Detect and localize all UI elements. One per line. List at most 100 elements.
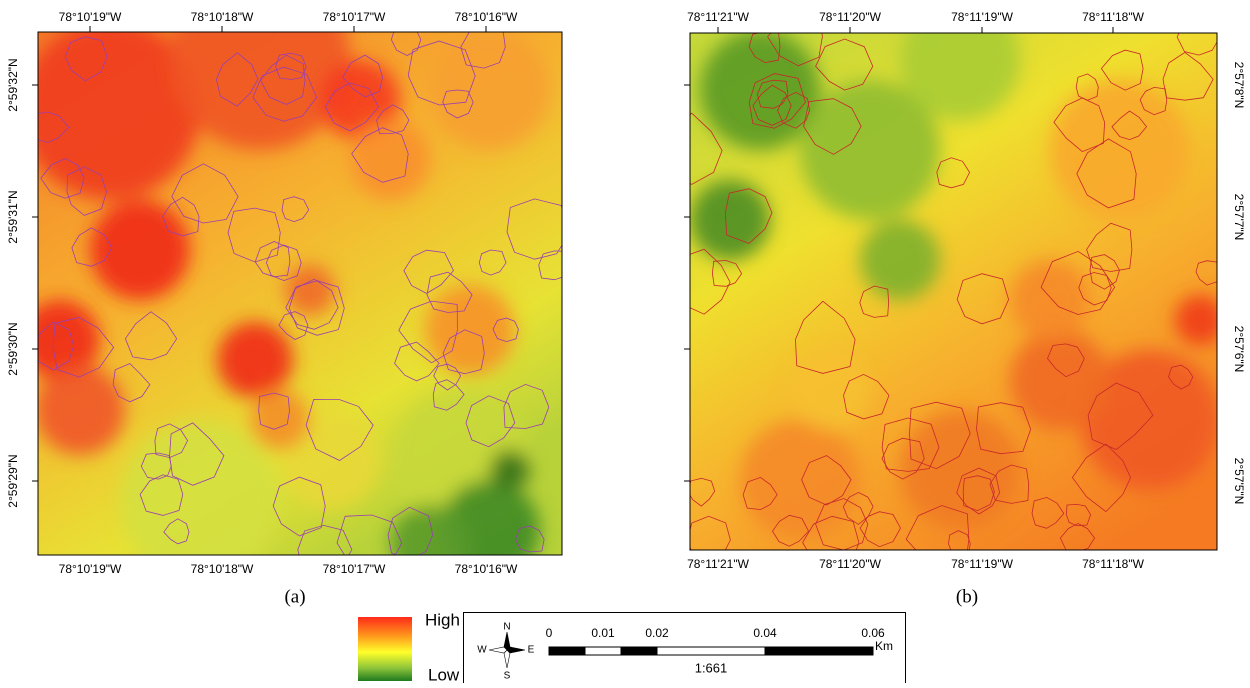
crown-outline: [859, 285, 890, 318]
crown-outline: [215, 52, 259, 107]
crown-outline: [442, 329, 485, 375]
crown-outline: [407, 40, 476, 106]
crown-outline: [112, 363, 151, 403]
crown-outline: [432, 379, 465, 411]
crown-outline: [342, 54, 383, 98]
crown-outline: [398, 300, 458, 364]
crown-outline: [1089, 254, 1120, 290]
caption: (b): [956, 586, 978, 607]
raster-patch: [1010, 330, 1110, 430]
raster-patch: [120, 420, 280, 555]
crown-outline: [777, 91, 811, 129]
crown-outline: [690, 477, 716, 507]
crown-outline: [169, 422, 225, 486]
raster-patch: [320, 60, 400, 140]
crown-outline: [285, 278, 339, 330]
scale-label: 0: [546, 626, 553, 640]
crown-outline: [881, 437, 925, 480]
scale-segment: [584, 646, 622, 656]
crown-outline: [442, 89, 474, 119]
crown-outline: [1086, 222, 1133, 272]
raster-patch: [690, 180, 770, 260]
crown-outline: [1100, 49, 1144, 91]
crown-outline: [140, 452, 172, 480]
crown-outline: [909, 401, 971, 470]
raster-patch: [90, 200, 190, 300]
crown-outline: [843, 373, 890, 420]
crown-outline: [38, 111, 70, 143]
crown-outline: [976, 402, 1032, 455]
raster-patch: [860, 220, 940, 300]
crown-outline: [1053, 97, 1106, 153]
scale-segment: [656, 646, 766, 656]
scale-label: 0.01: [591, 626, 615, 640]
scale-ratio: 1:661: [695, 660, 728, 675]
compass: [488, 631, 526, 669]
crown-outline: [1078, 272, 1112, 306]
lon-label: 78°11'20"W: [819, 10, 882, 24]
caption: (a): [284, 586, 305, 607]
raster-patch: [38, 365, 125, 455]
raster-patch: [790, 350, 870, 430]
crown-outline: [64, 36, 108, 82]
crown-outline: [859, 511, 901, 548]
crown-outline: [742, 476, 778, 511]
crown-outline: [433, 363, 462, 391]
raster-patch: [217, 322, 293, 398]
crown-outline: [801, 455, 852, 506]
map-b: [690, 33, 1217, 550]
crown-outline: [772, 514, 809, 547]
crown-outline: [1071, 443, 1132, 513]
crown-outline: [803, 98, 862, 155]
lon-label: 78°10'17"W: [323, 562, 386, 576]
compass-label: E: [528, 645, 535, 656]
crown-outline: [71, 227, 113, 267]
crown-outline: [252, 66, 318, 122]
crown-outline: [1065, 503, 1092, 527]
lon-label: 78°11'18"W: [1082, 10, 1145, 24]
map-a: [38, 32, 562, 555]
crown-outline: [936, 157, 971, 189]
crown-outline: [265, 244, 302, 282]
crown-outline: [515, 525, 545, 553]
crown-outline: [163, 518, 190, 545]
crown-outline: [465, 395, 516, 448]
crown-outline: [795, 300, 856, 374]
crown-outline: [1059, 522, 1096, 550]
crown-outline: [1087, 382, 1154, 450]
raster-patch: [700, 33, 820, 150]
lat-label: 2°59'29"N: [6, 454, 20, 507]
crown-outline: [227, 207, 281, 263]
scale-label: 0.06: [861, 626, 885, 640]
crown-outline: [1176, 33, 1217, 56]
crown-outline: [139, 474, 184, 516]
crown-outline: [376, 104, 410, 134]
crown-outline: [390, 32, 422, 56]
crown-outline: [394, 341, 440, 382]
lon-label: 78°10'19"W: [59, 562, 122, 576]
raster-patch: [350, 120, 430, 200]
raster-patch: [490, 450, 530, 490]
raster-patch: [1050, 80, 1190, 220]
crown-outline: [38, 321, 75, 371]
raster-patch: [1010, 260, 1090, 340]
crown-outline: [171, 163, 239, 224]
lat-label: 2°57'6"N: [1232, 326, 1246, 373]
crown-outline: [690, 112, 723, 185]
lon-label: 78°10'19"W: [59, 10, 122, 24]
crown-outline: [748, 33, 781, 64]
crown-outline: [124, 311, 178, 361]
crown-outline: [842, 491, 874, 525]
raster-patch: [250, 390, 310, 450]
crown-outline: [426, 271, 473, 313]
lon-label: 78°11'20"W: [819, 557, 882, 571]
lon-label: 78°11'19"W: [951, 10, 1014, 24]
crown-outline: [1168, 364, 1194, 390]
lon-label: 78°11'19"W: [951, 557, 1014, 571]
crown-outline: [989, 464, 1030, 504]
crown-outline: [275, 52, 307, 80]
scale-segment: [548, 646, 586, 656]
scale-label: 0.02: [645, 626, 669, 640]
map-frame: [37, 31, 563, 556]
crown-outline: [258, 392, 290, 430]
